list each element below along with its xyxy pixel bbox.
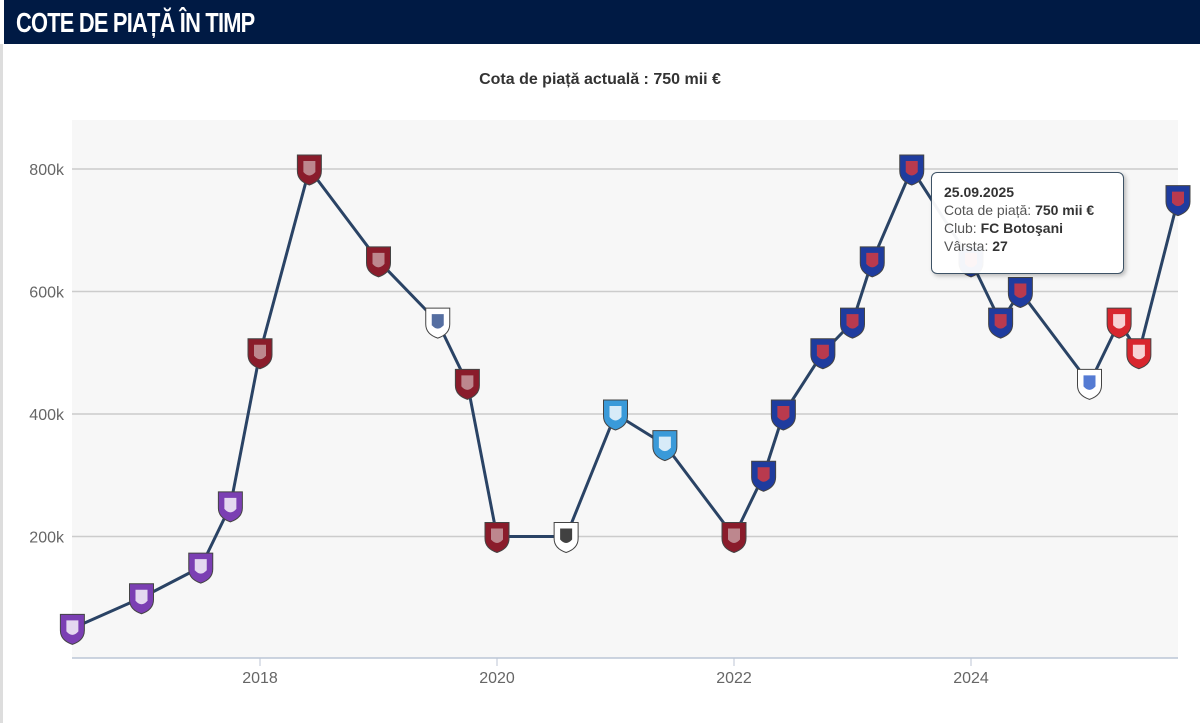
club-badge-detail	[194, 559, 207, 574]
club-badge-detail	[66, 620, 79, 635]
club-badge-detail	[866, 252, 879, 268]
club-badge-detail	[757, 467, 770, 482]
club-badge-detail	[431, 314, 444, 329]
section-title: COTE DE PIAȚĂ ÎN TIMP	[16, 7, 255, 38]
tooltip-age-label: Vârsta:	[944, 238, 989, 254]
x-tick-label: 2022	[716, 670, 752, 687]
club-badge-detail	[560, 528, 573, 543]
club-badge-detail	[728, 528, 740, 543]
y-tick-label: 600k	[29, 285, 65, 302]
club-badge-detail	[1083, 375, 1096, 390]
tooltip: 25.09.2025 Cota de piață: 750 mii € Club…	[931, 172, 1124, 274]
club-badge-detail	[846, 314, 859, 329]
x-tick-label: 2018	[242, 670, 278, 687]
club-badge-detail	[609, 406, 622, 421]
y-tick-label: 800k	[29, 162, 65, 179]
club-badge-detail	[816, 344, 829, 360]
x-tick-label: 2020	[479, 670, 515, 687]
club-badge-detail	[372, 252, 385, 268]
tooltip-value: 750 mii €	[1035, 202, 1095, 218]
current-value-subtitle: Cota de piață actuală : 750 mii €	[479, 71, 721, 88]
club-badge-detail	[1113, 314, 1126, 329]
club-badge-detail	[1172, 191, 1184, 207]
panel-border	[0, 44, 3, 723]
y-tick-label: 200k	[29, 530, 65, 547]
club-badge-detail	[994, 314, 1007, 329]
club-badge-detail	[135, 589, 148, 605]
x-tick-label: 2024	[953, 670, 989, 687]
club-badge-detail	[658, 436, 671, 452]
club-badge-detail	[461, 375, 474, 390]
tooltip-date: 25.09.2025	[944, 184, 1015, 200]
y-tick-label: 400k	[29, 407, 65, 424]
tooltip-value-label: Cota de piață:	[944, 202, 1032, 218]
section-header: COTE DE PIAȚĂ ÎN TIMP	[4, 0, 1200, 44]
tooltip-age: 27	[992, 238, 1008, 254]
club-badge-detail	[303, 161, 316, 176]
club-badge-detail	[254, 344, 266, 360]
club-badge-detail	[1132, 344, 1145, 360]
tooltip-club-label: Club:	[944, 220, 977, 236]
club-badge-detail	[491, 528, 503, 543]
tooltip-club: FC Botoşani	[980, 220, 1064, 236]
club-badge-detail	[224, 497, 237, 513]
club-badge-detail	[905, 161, 918, 176]
club-badge-detail	[1014, 283, 1027, 298]
club-badge-detail	[777, 406, 790, 421]
